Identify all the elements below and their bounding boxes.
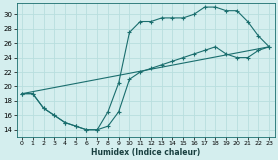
X-axis label: Humidex (Indice chaleur): Humidex (Indice chaleur) [91, 148, 200, 156]
